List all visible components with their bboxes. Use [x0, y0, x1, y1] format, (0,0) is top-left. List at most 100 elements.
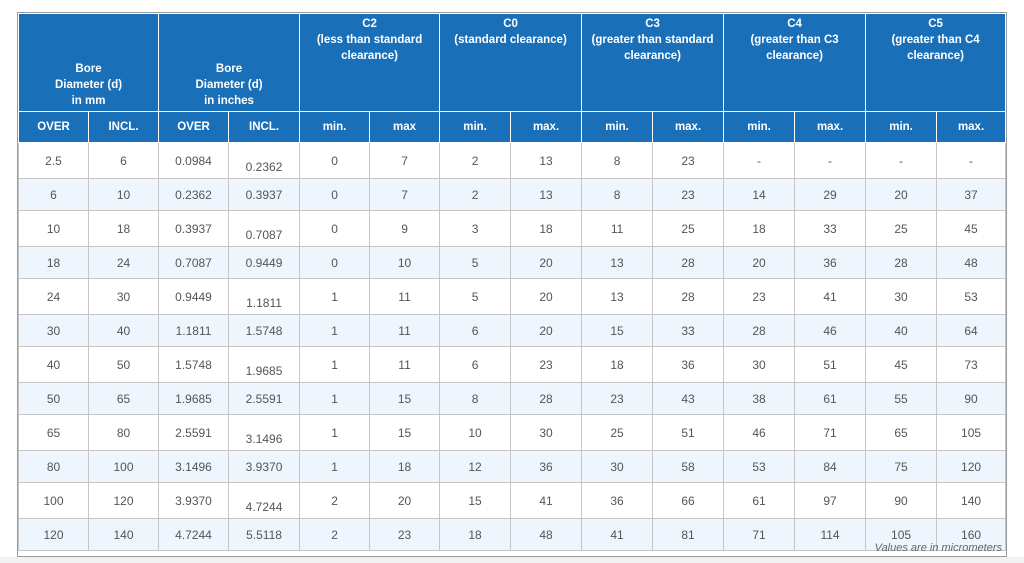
table-cell: 11 — [369, 314, 441, 347]
table-cell: 1.9685 — [228, 346, 301, 383]
table-cell: 1 — [299, 278, 371, 315]
group-header-line: clearance) — [766, 50, 823, 62]
group-header-line: (standard clearance) — [454, 34, 567, 46]
table-cell: 36 — [652, 346, 725, 383]
table-cell: 10 — [87, 178, 160, 211]
table-cell: 10 — [369, 246, 441, 279]
table-cell: 20 — [865, 178, 938, 211]
table-cell: - — [865, 142, 938, 179]
table-cell: 4.7244 — [228, 482, 301, 519]
table-cell: 20 — [369, 482, 441, 519]
table-cell: 1.1811 — [158, 314, 230, 347]
table-cell: 0.7087 — [158, 246, 230, 279]
table-cell: 46 — [723, 414, 796, 451]
table-row: 80 100 3.1496 3.9370 1 18 12 36 30 58 53 84 75 120 — [18, 450, 1007, 483]
table-cell: 66 — [652, 482, 725, 519]
table-cell: 3.1496 — [158, 450, 230, 483]
table-cell: 20 — [723, 246, 796, 279]
column-header: max. — [794, 111, 867, 143]
table-cell: 0 — [299, 178, 371, 211]
group-header: C5 (greater than C4 clearance) — [865, 13, 1007, 112]
table-cell: 2 — [439, 142, 512, 179]
table-cell: 18 — [510, 210, 583, 247]
table-row: 120 140 4.7244 5.5118 2 23 18 48 41 81 71 114 105 160 — [18, 518, 1007, 551]
table-cell: 18 — [369, 450, 441, 483]
clearance-table: Bore Diameter (d) in mm Bore Diameter (d) in… — [17, 13, 1007, 551]
table-cell: 25 — [652, 210, 725, 247]
table-cell: 41 — [510, 482, 583, 519]
table-cell: 1 — [299, 382, 371, 415]
table-cell: 15 — [369, 414, 441, 451]
table-cell: 15 — [581, 314, 654, 347]
table-cell: 90 — [936, 382, 1007, 415]
table-cell: 18 — [18, 246, 89, 279]
table-cell: 28 — [652, 246, 725, 279]
table-cell: 0.9449 — [228, 246, 301, 279]
column-header: INCL. — [87, 111, 160, 143]
table-cell: 28 — [723, 314, 796, 347]
group-header-line: C5 — [928, 18, 943, 30]
table-cell: 25 — [581, 414, 654, 451]
table-cell: 18 — [723, 210, 796, 247]
table-cell: 41 — [794, 278, 867, 315]
table-cell: 30 — [87, 278, 160, 315]
table-cell: - — [794, 142, 867, 179]
table-cell: 10 — [18, 210, 89, 247]
table-cell: 0 — [299, 210, 371, 247]
subheader-row: OVER INCL. OVER INCL. min. max min. max. min. max… — [18, 111, 1007, 143]
table-cell: 29 — [794, 178, 867, 211]
column-header: INCL. — [228, 111, 301, 143]
table-cell: 0.7087 — [228, 210, 301, 247]
table-cell: 28 — [652, 278, 725, 315]
table-cell: 6 — [439, 314, 512, 347]
table-cell: 46 — [794, 314, 867, 347]
table-cell: 0 — [299, 246, 371, 279]
table-cell: 8 — [581, 142, 654, 179]
table-cell: 120 — [87, 482, 160, 519]
table-cell: 0.9449 — [158, 278, 230, 315]
table-cell: 1.1811 — [228, 278, 301, 315]
table-row: 30 40 1.1811 1.5748 1 11 6 20 15 33 28 46 40 64 — [18, 314, 1007, 347]
table-cell: 71 — [794, 414, 867, 451]
table-row: 65 80 2.5591 3.1496 1 15 10 30 25 51 46 71 65 105 — [18, 414, 1007, 451]
table-cell: 75 — [865, 450, 938, 483]
table-cell: 114 — [794, 518, 867, 551]
table-cell: 48 — [936, 246, 1007, 279]
group-header: C0 (standard clearance) — [439, 13, 583, 112]
table-cell: 2 — [299, 482, 371, 519]
table-cell: 71 — [723, 518, 796, 551]
table-cell: 43 — [652, 382, 725, 415]
table-cell: 7 — [369, 142, 441, 179]
table-row: 50 65 1.9685 2.5591 1 15 8 28 23 43 38 61 55 90 — [18, 382, 1007, 415]
table-cell: 160 — [936, 518, 1007, 551]
group-header-line: in inches — [204, 95, 254, 107]
column-header: min. — [865, 111, 938, 143]
group-header: C4 (greater than C3 clearance) — [723, 13, 867, 112]
table-cell: 30 — [865, 278, 938, 315]
group-header-line: clearance) — [341, 50, 398, 62]
table-row: 6 10 0.2362 0.3937 0 7 2 13 8 23 14 29 20 37 — [18, 178, 1007, 211]
table-cell: 90 — [865, 482, 938, 519]
table-cell: 3.9370 — [158, 482, 230, 519]
group-header: C3 (greater than standard clearance) — [581, 13, 725, 112]
table-cell: 5 — [439, 246, 512, 279]
table-cell: 2.5591 — [228, 382, 301, 415]
group-header-line: Bore — [215, 63, 243, 75]
table-cell: - — [936, 142, 1007, 179]
table-cell: 8 — [581, 178, 654, 211]
table-cell: 36 — [581, 482, 654, 519]
table-cell: 2 — [439, 178, 512, 211]
table-cell: 53 — [936, 278, 1007, 315]
table-cell: 105 — [865, 518, 938, 551]
table-cell: 14 — [723, 178, 796, 211]
table-cell: 13 — [581, 246, 654, 279]
table-cell: 1.9685 — [158, 382, 230, 415]
table-cell: 24 — [18, 278, 89, 315]
table-cell: 30 — [581, 450, 654, 483]
table-cell: 40 — [18, 346, 89, 383]
column-header: max. — [936, 111, 1007, 143]
table-cell: 30 — [723, 346, 796, 383]
table-cell: 81 — [652, 518, 725, 551]
group-header-line: C0 — [503, 18, 518, 30]
table-cell: 51 — [652, 414, 725, 451]
